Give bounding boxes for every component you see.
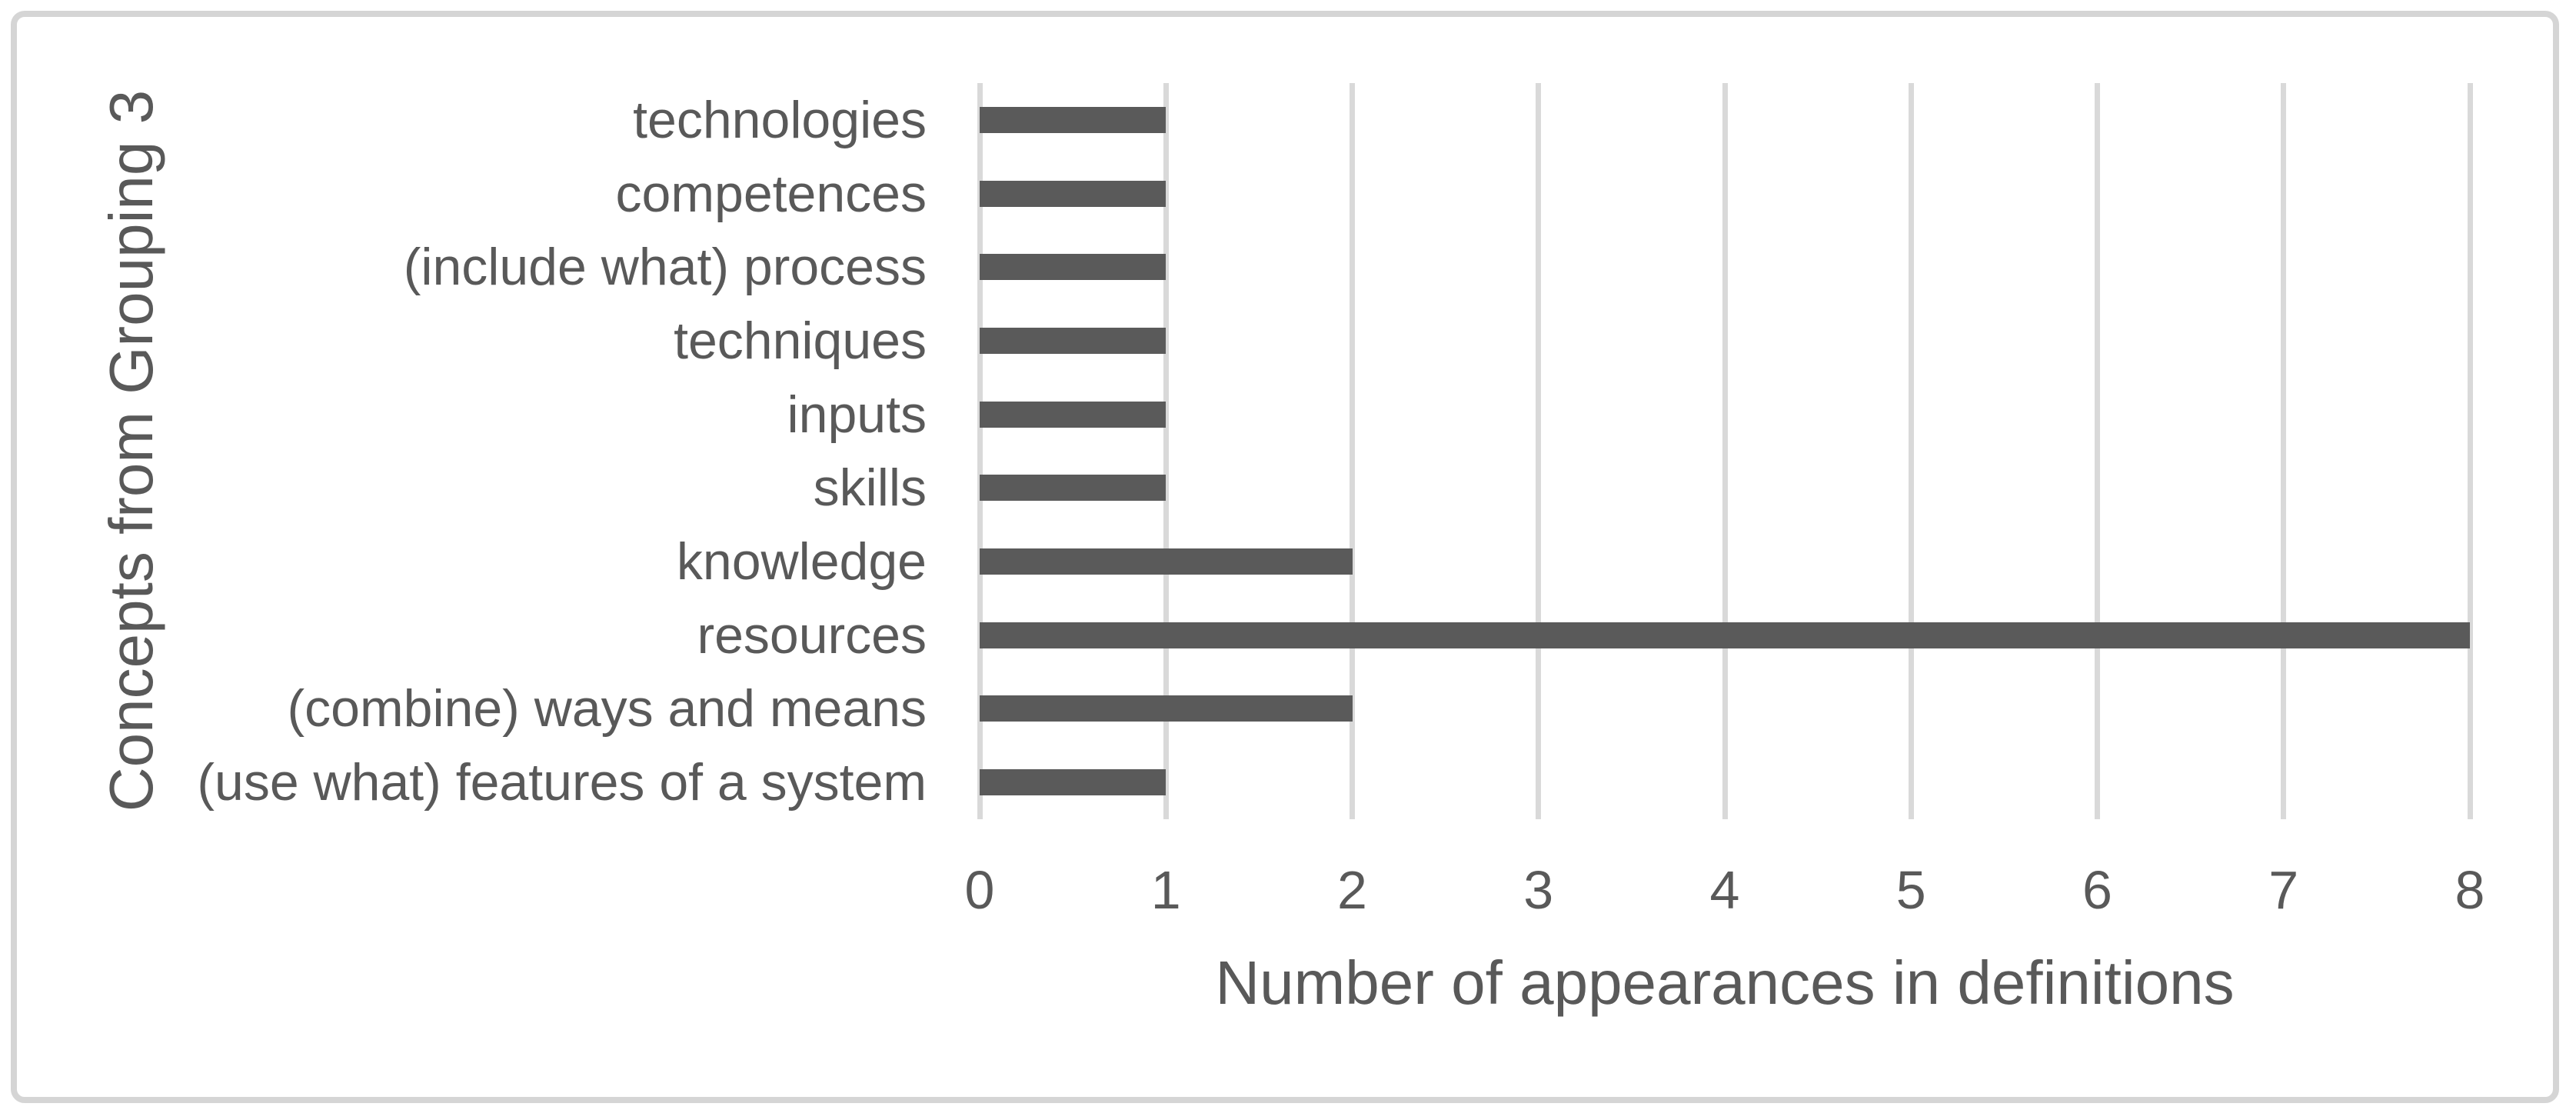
bar-4 bbox=[980, 401, 1167, 428]
bar-9 bbox=[980, 769, 1167, 796]
bar-5 bbox=[980, 475, 1167, 502]
category-label-3: techniques bbox=[674, 311, 927, 370]
category-label-0: technologies bbox=[633, 90, 927, 149]
x-tick-label-5: 5 bbox=[1895, 860, 1926, 920]
x-tick-label-7: 7 bbox=[2268, 860, 2299, 920]
gridline-x-0 bbox=[977, 83, 983, 819]
category-axis-labels: technologies competences (include what) pr… bbox=[46, 83, 927, 819]
x-tick-label-0: 0 bbox=[964, 860, 995, 920]
x-axis-tick-labels: 0 1 2 3 4 5 6 7 8 bbox=[965, 860, 2485, 925]
category-label-2: (include what) process bbox=[403, 238, 927, 297]
x-tick-label-4: 4 bbox=[1709, 860, 1740, 920]
x-tick-label-1: 1 bbox=[1150, 860, 1181, 920]
gridline-x-7 bbox=[2281, 83, 2287, 819]
category-label-7: resources bbox=[697, 605, 927, 665]
x-axis-title-text: Number of appearances in definitions bbox=[1215, 948, 2235, 1017]
bar-8 bbox=[980, 695, 1353, 722]
gridline-x-2 bbox=[1350, 83, 1355, 819]
bar-1 bbox=[980, 180, 1167, 207]
gridline-x-5 bbox=[1908, 83, 1914, 819]
gridline-x-8 bbox=[2467, 83, 2473, 819]
x-tick-label-2: 2 bbox=[1337, 860, 1367, 920]
category-label-5: skills bbox=[813, 458, 927, 518]
category-label-6: knowledge bbox=[676, 532, 927, 592]
x-tick-label-8: 8 bbox=[2455, 860, 2485, 920]
x-tick-label-3: 3 bbox=[1523, 860, 1554, 920]
plot-area bbox=[977, 83, 2473, 819]
bar-6 bbox=[980, 548, 1353, 575]
x-tick-label-6: 6 bbox=[2082, 860, 2112, 920]
bar-7 bbox=[980, 622, 2470, 648]
bar-3 bbox=[980, 327, 1167, 354]
gridline-x-6 bbox=[2095, 83, 2100, 819]
chart-border bbox=[11, 11, 2559, 1103]
gridline-x-3 bbox=[1536, 83, 1542, 819]
category-label-1: competences bbox=[615, 164, 927, 223]
category-label-9: (use what) features of a system bbox=[197, 753, 927, 812]
category-label-8: (combine) ways and means bbox=[287, 679, 927, 738]
gridline-x-4 bbox=[1722, 83, 1728, 819]
bar-0 bbox=[980, 106, 1167, 133]
gridline-x-1 bbox=[1163, 83, 1169, 819]
bar-2 bbox=[980, 254, 1167, 281]
category-label-4: inputs bbox=[787, 385, 927, 444]
x-axis-title: Number of appearances in definitions bbox=[980, 952, 2470, 1014]
